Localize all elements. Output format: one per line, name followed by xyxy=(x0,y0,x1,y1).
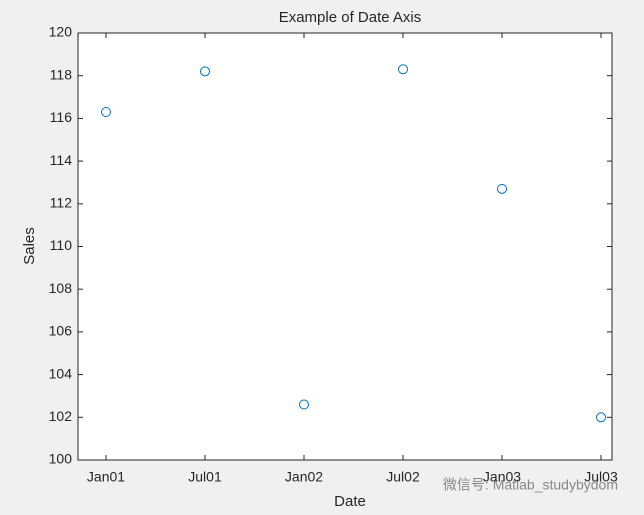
y-tick-label: 118 xyxy=(50,66,73,82)
point xyxy=(101,106,111,117)
point xyxy=(596,412,606,423)
y-tick-label: 114 xyxy=(50,152,73,168)
y-axis-label: Sales xyxy=(21,227,38,265)
y-tick-label: 112 xyxy=(50,195,73,211)
point xyxy=(497,183,507,194)
y-tick-label: 116 xyxy=(50,109,73,125)
y-tick-label: 100 xyxy=(49,451,73,467)
y-tick-label: 120 xyxy=(49,24,73,40)
x-axis-label: Date xyxy=(334,493,366,510)
x-tick-label: Jul02 xyxy=(386,469,420,485)
x-tick-label: Jan03 xyxy=(483,469,521,485)
point xyxy=(398,64,408,75)
point xyxy=(299,399,309,410)
y-tick-label: 102 xyxy=(49,408,73,424)
x-tick-label: Jul03 xyxy=(584,469,618,485)
x-tick-label: Jul01 xyxy=(188,469,222,485)
x-tick-label: Jan02 xyxy=(285,469,323,485)
x-tick-label: Jan01 xyxy=(87,469,125,485)
watermark: 微信号: Matlab_studybydom xyxy=(443,477,618,493)
y-tick-label: 106 xyxy=(49,323,73,339)
axes-box xyxy=(77,32,613,461)
point xyxy=(200,66,210,77)
y-tick-label: 108 xyxy=(49,280,73,296)
y-tick-label: 104 xyxy=(49,365,73,381)
y-tick-label: 110 xyxy=(50,237,73,253)
chart-title: Example of Date Axis xyxy=(279,9,422,26)
